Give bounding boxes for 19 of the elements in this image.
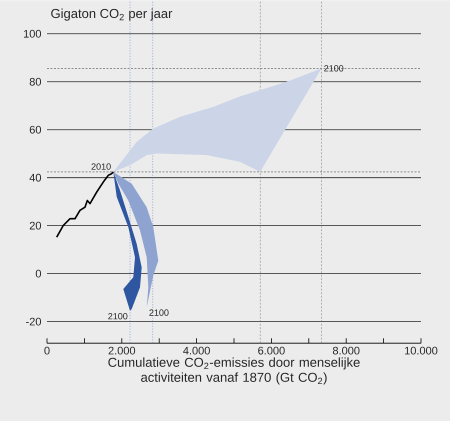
- annotation: 2100: [149, 309, 169, 316]
- x-tick-label: 4.000: [183, 346, 210, 354]
- y-tick-label: 60: [30, 126, 42, 134]
- y-tick-label: 0: [36, 270, 42, 278]
- x-tick-label: 8.000: [332, 346, 360, 354]
- annotation: 2010: [92, 163, 111, 170]
- y-tick-label: 20: [30, 222, 42, 230]
- y-tick-label: 100: [24, 30, 42, 38]
- y-tick-label: 40: [29, 174, 42, 182]
- annotation: 2100: [108, 312, 128, 320]
- y-tick-label: -20: [26, 318, 42, 326]
- y-axis-title: Gigaton CO$_{2}$ per jaar: [51, 8, 172, 21]
- x-tick-label: 10.000: [405, 346, 438, 354]
- y-tick-label: 80: [30, 78, 42, 86]
- x-tick-label: 2.000: [108, 346, 136, 354]
- x-tick-label: 6.000: [258, 346, 285, 354]
- annotation: 2100: [324, 65, 344, 72]
- x-axis-title: Cumulatieve CO$_{2}$-emissies door menselijke activiteiten vanaf 1870 (Gt CO$_{2}$): [108, 357, 360, 384]
- x-tick-label: 0: [44, 346, 50, 354]
